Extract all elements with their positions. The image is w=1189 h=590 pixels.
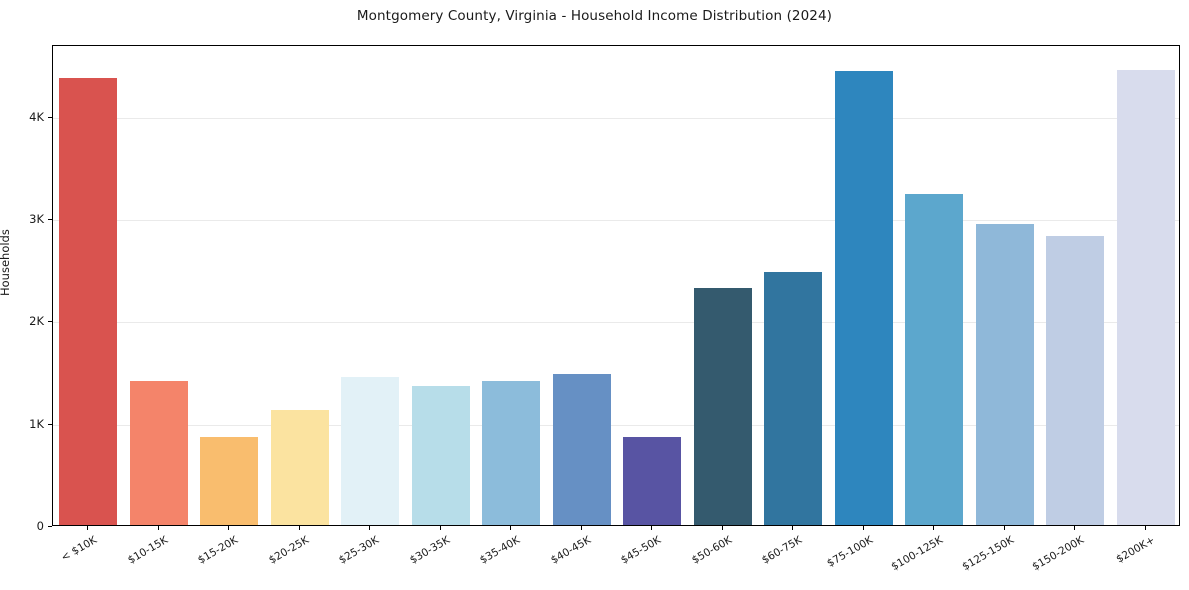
y-tick-label: 3K [29,211,44,226]
gridline [53,424,1179,426]
bar[interactable] [834,71,893,525]
x-tick-mark [721,526,723,530]
x-tick-label: $20-25K [266,534,311,567]
y-tick-label: 4K [29,109,44,124]
y-axis-label: Households [0,229,12,296]
bar[interactable] [200,437,259,525]
bar[interactable] [623,437,682,525]
bar[interactable] [1046,236,1105,525]
bar-series [53,46,1179,525]
y-tick-label: 1K [29,416,44,431]
gridline [53,219,1179,221]
x-tick-mark [439,526,441,530]
bar[interactable] [905,194,964,525]
x-tick-mark [1144,526,1146,530]
bar[interactable] [129,381,188,525]
x-tick-label: $30-35K [407,534,452,567]
x-tick-label: $100-125K [889,534,946,574]
x-tick-label: $150-200K [1030,534,1087,574]
y-tick-label: 0 [36,519,44,533]
x-tick-mark [792,526,794,530]
bar[interactable] [341,376,400,525]
y-tick-mark [48,116,52,118]
bar[interactable] [482,381,541,525]
bar[interactable] [270,409,329,525]
y-tick-mark [48,423,52,425]
y-tick-mark [48,218,52,220]
x-tick-label: $15-20K [196,534,241,567]
x-tick-label: $10-15K [125,534,170,567]
bar[interactable] [552,373,611,525]
x-tick-mark [369,526,371,530]
x-tick-label: $40-45K [548,534,593,567]
gridline [53,322,1179,324]
x-tick-mark [157,526,159,530]
x-tick-label: $35-40K [478,534,523,567]
bar[interactable] [1116,69,1175,525]
x-tick-label: $50-60K [689,534,734,567]
y-tick-label: 2K [29,314,44,329]
x-tick-mark [580,526,582,530]
x-tick-mark [933,526,935,530]
x-tick-label: $125-150K [960,534,1016,574]
bar[interactable] [764,272,823,525]
y-tick-mark [48,526,52,527]
x-tick-mark [651,526,653,530]
x-tick-label: $60-75K [760,534,805,567]
x-tick-mark [1074,526,1076,530]
bar[interactable] [59,78,118,525]
x-tick-label: $75-100K [824,534,875,570]
bar[interactable] [693,287,752,525]
x-tick-mark [1003,526,1005,530]
x-tick-mark [298,526,300,530]
bar[interactable] [975,224,1034,525]
x-tick-mark [87,526,89,530]
x-tick-mark [510,526,512,530]
bar[interactable] [411,386,470,525]
x-tick-label: $200K+ [1114,534,1157,566]
y-tick-mark [48,321,52,323]
x-tick-mark [862,526,864,530]
chart-title: Montgomery County, Virginia - Household … [356,8,833,24]
x-tick-label: < $10K [59,534,100,564]
x-tick-mark [228,526,230,530]
plot-area [52,45,1180,526]
gridline [53,117,1179,119]
x-tick-label: $45-50K [619,534,664,567]
x-tick-label: $25-30K [337,534,382,567]
